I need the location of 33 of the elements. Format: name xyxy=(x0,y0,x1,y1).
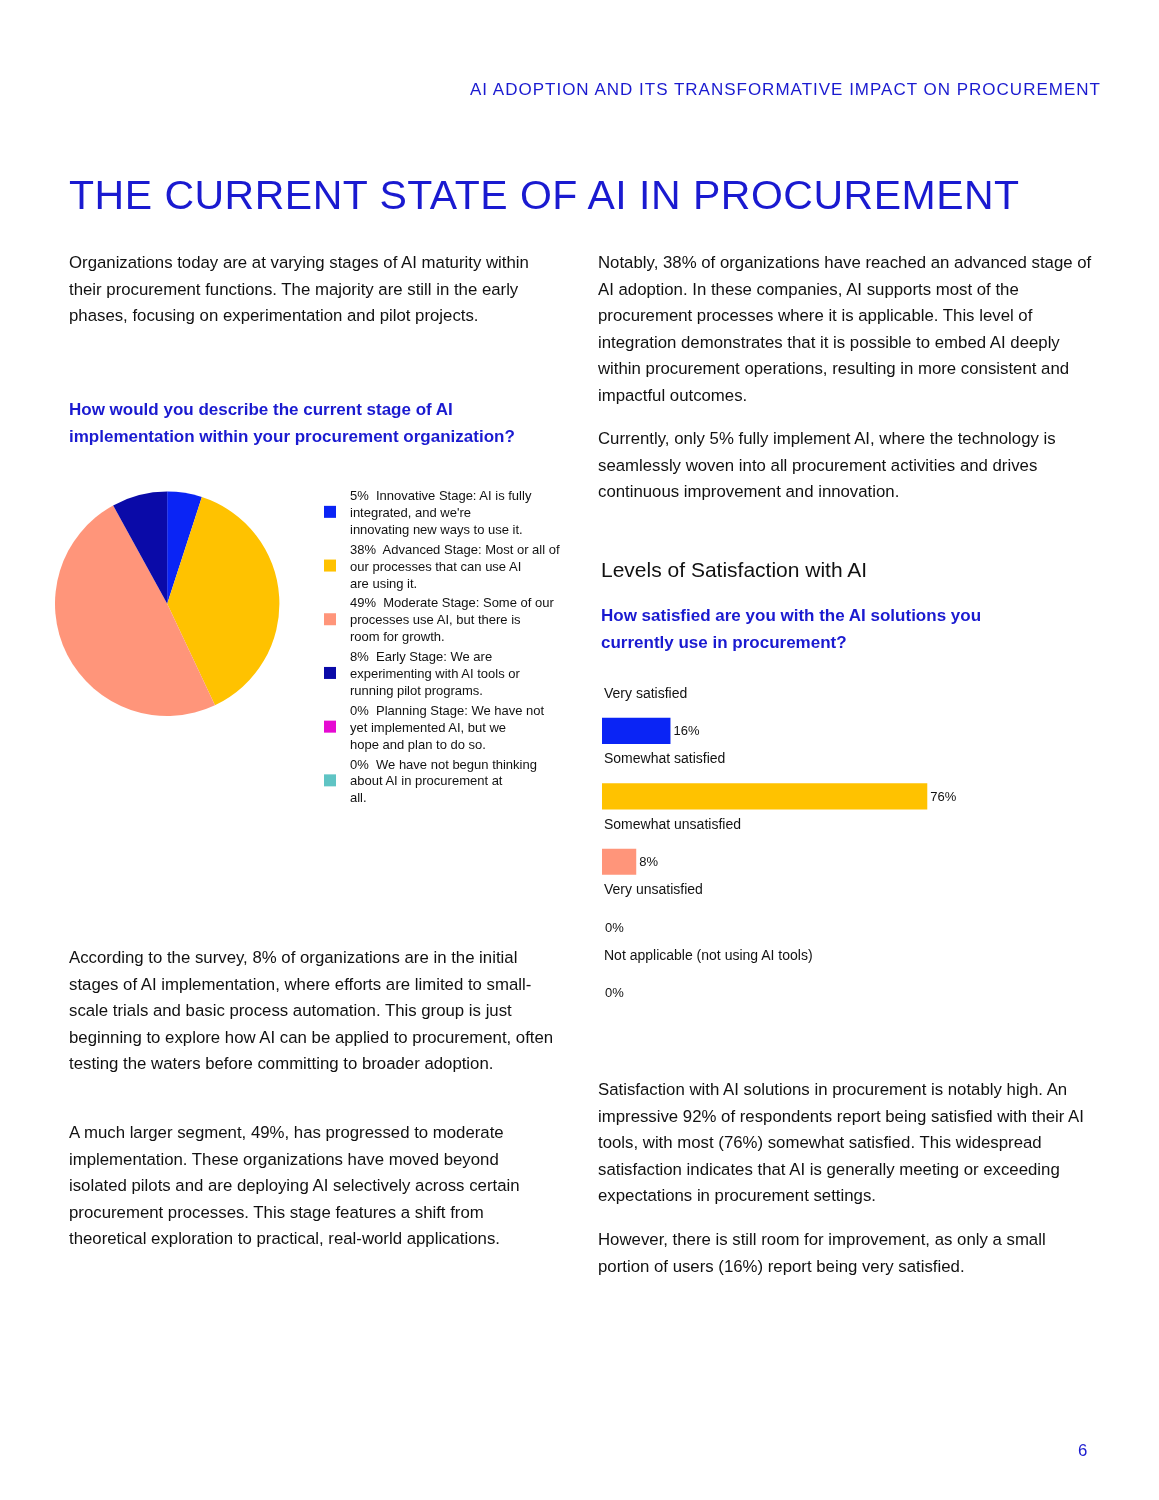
y-tick-label: Very unsatisfied xyxy=(604,881,703,897)
y-tick-label: Somewhat satisfied xyxy=(604,750,726,766)
legend-label: 38% Advanced Stage: Most or all of our processes that can use AI are using it. xyxy=(350,541,560,591)
pie-slice xyxy=(167,497,280,706)
text: However, there is still room for improvement, as only a small portion of users (16%) report being very satisfied. xyxy=(598,1229,1047,1278)
data-label: 0% xyxy=(605,919,625,935)
y-tick-label: Very satisfied xyxy=(604,685,688,701)
text: 6 xyxy=(1078,1440,1089,1462)
legend-label: 0% We have not begun thinking about AI in procurement at all. xyxy=(350,756,537,806)
legend-label: 8% Early Stage: We are experimenting with AI tools or running pilot programs. xyxy=(350,649,521,698)
chart-subtitle: How satisfied are you with the AI solutions you currently use in procurement? xyxy=(601,605,983,654)
data-label: 76% xyxy=(930,788,957,804)
text: A much larger segment, 49%, has progressed to moderate implementation. These organizations have moved beyond isolated pilots and are deploying AI selectively across certain procurement processes. This stage features a shift from theoretical exploration to practical, real-world applications. xyxy=(69,1122,521,1250)
text: Satisfaction with AI solutions in procurement is notably high. An impressive 92% of respondents report being satisfied with their AI tools, with most (76%) somewhat satisfied. This widespread satisfaction indicates that AI is generally meeting or exceeding expectations in procurement settings. xyxy=(598,1079,1085,1207)
text: According to the survey, 8% of organizations are in the initial stages of AI implementation, where efforts are limited to small-scale trials and basic process automation. This group is just beginning to explore how AI can be applied to procurement, often testing the waters before committing to broader adoption. xyxy=(69,947,555,1075)
data-label: 0% xyxy=(605,985,625,1001)
y-tick-label: Somewhat unsatisfied xyxy=(604,816,741,832)
pie-slice xyxy=(113,491,168,604)
text: Currently, only 5% fully implement AI, where the technology is seamlessly woven into all procurement activities and drives continuous improvement and innovation. xyxy=(598,428,1057,503)
text: THE CURRENT STATE OF AI IN PROCUREMENT xyxy=(69,172,1020,219)
text: AI ADOPTION AND ITS TRANSFORMATIVE IMPACT ON PROCUREMENT xyxy=(470,80,1101,100)
legend-label: 5% Innovative Stage: AI is fully integrated, and we're innovating new ways to use it. xyxy=(350,488,532,537)
pie-slice xyxy=(55,505,215,716)
legend-label: 49% Moderate Stage: Some of our processes use AI, but there is room for growth. xyxy=(350,595,555,645)
pie-slice xyxy=(167,491,202,604)
y-tick-label: Not applicable (not using AI tools) xyxy=(604,947,813,963)
legend-label: 0% Planning Stage: We have not yet implemented AI, but we hope and plan to do so. xyxy=(350,702,545,752)
data-label: 16% xyxy=(673,723,700,739)
chart-title: Levels of Satisfaction with AI xyxy=(601,558,868,582)
data-label: 8% xyxy=(639,854,659,870)
text: Organizations today are at varying stages of AI maturity within their procurement functions. The majority are still in the early phases, focusing on experimentation and pilot projects. xyxy=(69,252,530,327)
text: Notably, 38% of organizations have reached an advanced stage of AI adoption. In these companies, AI supports most of the procurement processes where it is applicable. This level of integration demonstrates that it is possible to embed AI deeply within procurement operations, resulting in more consistent and impactful outcomes. xyxy=(598,252,1093,407)
chart-title: How would you describe the current stage of AI implementation within your procurement organization? xyxy=(69,399,516,448)
